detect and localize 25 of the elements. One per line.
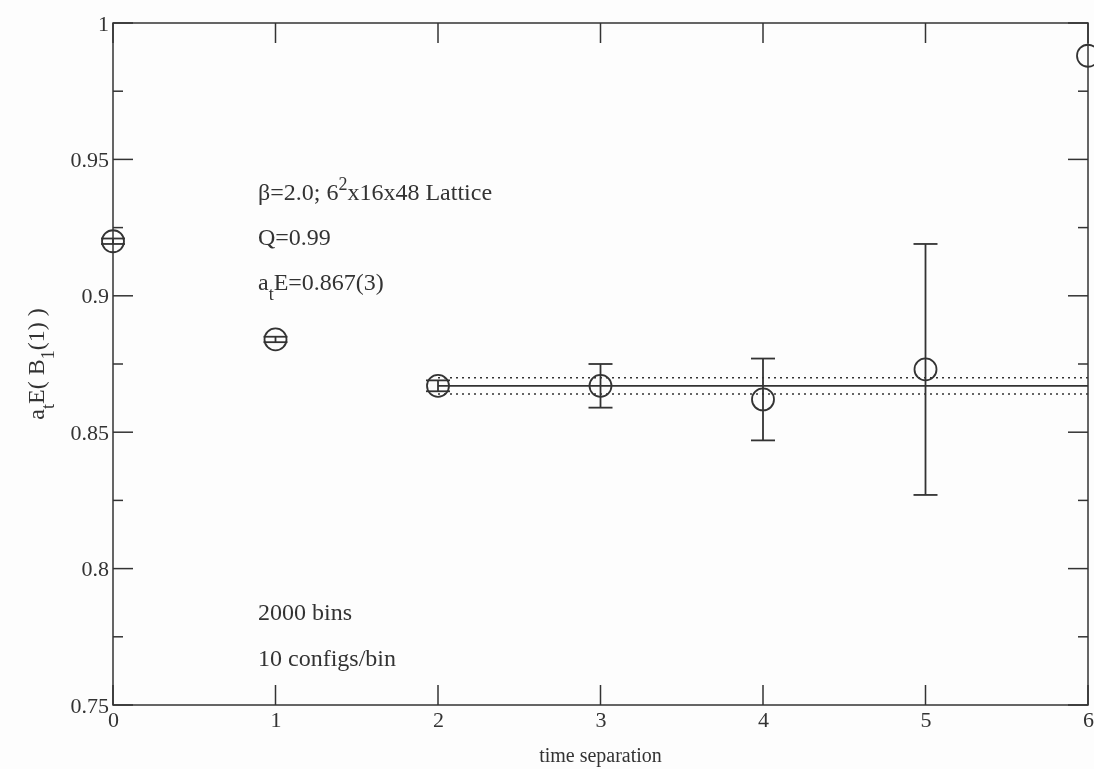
x-axis-title: time separation	[539, 744, 662, 767]
x-tick-label: 5	[920, 706, 932, 732]
point	[913, 357, 938, 382]
annotation: β=2.0; 6$^{2}$x16x48 Lattice	[258, 174, 493, 205]
y-tick-label: 0.85	[70, 419, 109, 445]
y-tick-label: 0.95	[70, 146, 109, 172]
point	[588, 373, 613, 398]
point	[101, 229, 125, 254]
annotation: 2000 bins	[258, 599, 353, 625]
x-tick-label: 2	[433, 706, 444, 732]
y-tick-label: 0.8	[81, 556, 109, 582]
y-tick-label: 1	[98, 10, 109, 36]
annotation: 10 configs/bin	[258, 645, 396, 671]
x-tick-label: 4	[758, 706, 769, 732]
x-tick-label: 6	[1083, 706, 1094, 732]
point	[263, 327, 288, 352]
point	[426, 373, 450, 398]
x-tick-label: 0	[108, 706, 119, 732]
y-tick-label: 0.9	[81, 283, 109, 309]
annotation: Q=0.99	[258, 224, 331, 250]
x-tick-label: 1	[270, 706, 282, 732]
point	[751, 387, 775, 412]
y-tick-label: 0.75	[70, 692, 109, 718]
annotation: a$_{t}$E=0.867(3)	[258, 269, 384, 304]
x-tick-label: 3	[595, 706, 607, 732]
